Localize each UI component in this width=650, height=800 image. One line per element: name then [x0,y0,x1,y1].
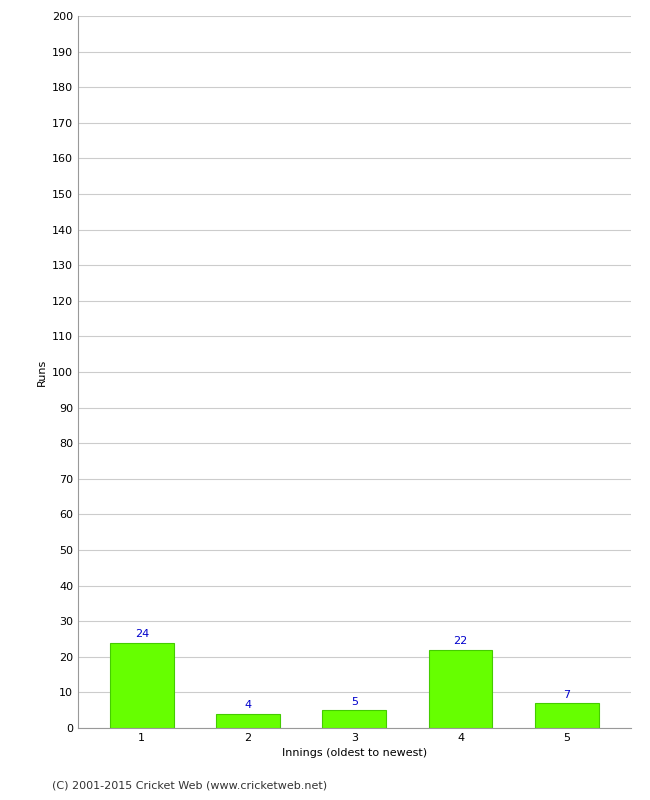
Bar [535,703,599,728]
Bar [322,710,386,728]
Bar [216,714,280,728]
Bar [428,650,493,728]
Bar [110,642,174,728]
X-axis label: Innings (oldest to newest): Innings (oldest to newest) [281,749,427,758]
Text: 5: 5 [351,697,358,706]
Text: (C) 2001-2015 Cricket Web (www.cricketweb.net): (C) 2001-2015 Cricket Web (www.cricketwe… [52,781,327,790]
Text: 22: 22 [454,636,467,646]
Text: 24: 24 [135,629,149,639]
Y-axis label: Runs: Runs [36,358,46,386]
Text: 7: 7 [563,690,570,699]
Text: 4: 4 [244,700,252,710]
